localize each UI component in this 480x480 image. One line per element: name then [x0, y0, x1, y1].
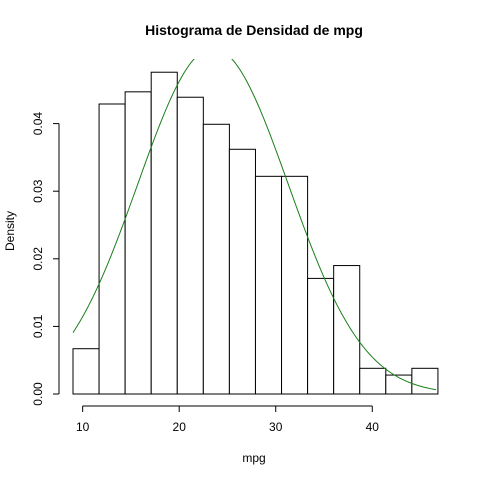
histogram-bar: [176, 96, 204, 395]
density-curve-line: [72, 59, 437, 391]
chart-title: Histograma de Densidad de mpg: [145, 22, 363, 38]
histogram-bar: [72, 348, 100, 395]
histogram-bar: [254, 175, 283, 395]
histogram-bar: [411, 367, 439, 395]
histogram-bar: [124, 91, 152, 395]
y-tick-label: 0.01: [31, 314, 45, 338]
bars-group: [72, 71, 439, 395]
x-axis: 10 20 30 40: [76, 405, 380, 434]
histogram-bar: [281, 175, 309, 395]
histogram-bar: [150, 71, 178, 395]
y-tick-label: 0.00: [31, 382, 45, 406]
x-tick-label: 40: [366, 420, 380, 434]
y-tick-label: 0.02: [31, 247, 45, 271]
y-tick-label: 0.04: [31, 112, 45, 136]
y-tick-label: 0.03: [31, 179, 45, 203]
x-tick-label: 30: [269, 420, 283, 434]
histogram-bar: [202, 123, 230, 395]
histogram-bar: [359, 367, 387, 395]
x-tick-label: 10: [76, 420, 90, 434]
x-axis-label: mpg: [242, 451, 265, 465]
y-axis-label: Density: [3, 211, 17, 251]
y-axis: 0.00 0.01 0.02 0.03 0.04: [31, 112, 60, 406]
histogram-bar: [307, 277, 335, 395]
density-curve-group: [72, 59, 437, 391]
histogram-bar: [98, 103, 126, 395]
histogram-bar: [333, 265, 361, 395]
histogram-bar: [228, 148, 256, 395]
x-tick-label: 20: [173, 420, 187, 434]
